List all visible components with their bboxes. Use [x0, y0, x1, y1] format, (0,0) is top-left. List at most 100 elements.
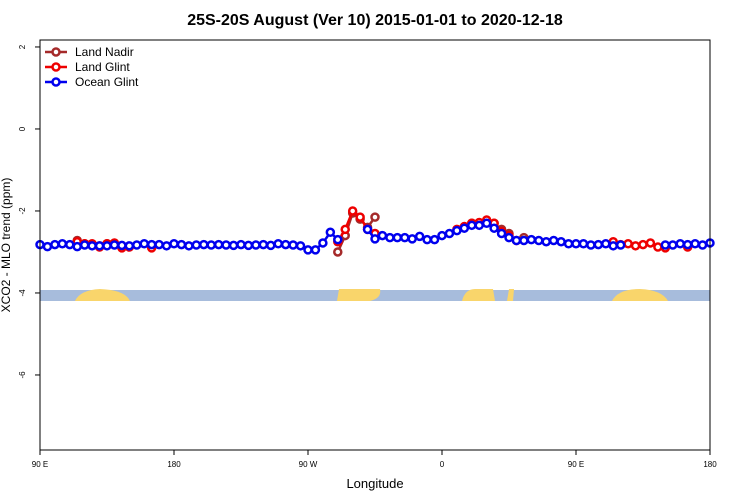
data-point [630, 241, 641, 251]
data-point [288, 240, 298, 250]
data-point [102, 241, 112, 251]
data-point [645, 238, 656, 248]
data-point [176, 239, 187, 250]
data-point [682, 239, 693, 250]
data-point [355, 212, 365, 222]
data-point [452, 225, 462, 236]
y-tick-label: -4 [18, 289, 27, 297]
data-point [504, 232, 514, 243]
x-tick-label: 180 [703, 460, 717, 469]
data-point [50, 239, 60, 250]
data-point [526, 234, 537, 245]
data-point [370, 234, 380, 244]
data-point [243, 240, 254, 251]
legend-marker [51, 47, 61, 57]
legend-label: Ocean Glint [75, 75, 139, 89]
y-axis-label: XCO2 - MLO trend (ppm) [0, 178, 13, 313]
data-point [109, 240, 120, 250]
data-point [347, 206, 358, 216]
data-point [615, 240, 626, 250]
data-point [623, 239, 633, 249]
data-point [303, 245, 313, 255]
x-axis-label: Longitude [346, 476, 403, 491]
data-point [139, 239, 149, 249]
data-point [511, 235, 522, 246]
data-point [124, 241, 135, 251]
data-point [437, 230, 447, 241]
data-point [72, 241, 82, 252]
data-point [325, 227, 336, 238]
y-tick-label: 2 [18, 44, 27, 49]
data-point [213, 239, 224, 250]
y-tick-label: -6 [18, 371, 27, 379]
data-point [385, 232, 395, 243]
y-tick-label: 0 [18, 126, 27, 131]
data-point [586, 240, 596, 250]
data-point [444, 228, 455, 239]
data-point [496, 228, 507, 239]
data-point [146, 239, 157, 250]
data-point [184, 241, 194, 251]
plot-frame [39, 39, 711, 451]
x-tick-label: 90 W [299, 460, 318, 469]
data-point [548, 235, 559, 246]
data-point [474, 220, 484, 231]
data-point [534, 235, 544, 246]
data-point [593, 239, 604, 250]
data-point [370, 212, 380, 222]
data-point [87, 241, 97, 251]
data-point [310, 245, 321, 255]
data-point [362, 224, 373, 235]
data-point [601, 239, 611, 249]
data-point [608, 241, 618, 251]
data-point [169, 239, 179, 249]
data-point [519, 235, 529, 246]
data-point [132, 240, 142, 250]
data-point [42, 241, 53, 252]
data-point [407, 234, 417, 244]
data-point [65, 239, 75, 250]
data-point [154, 239, 164, 250]
data-point [251, 240, 261, 250]
data-point [221, 240, 231, 250]
x-tick-label: 180 [167, 460, 181, 469]
legend-marker [51, 77, 61, 87]
data-point [653, 242, 663, 252]
data-point [660, 240, 671, 250]
data-point [94, 241, 105, 251]
data-point [318, 238, 328, 248]
x-tick-label: 90 E [568, 460, 584, 469]
data-point [273, 239, 283, 249]
data-point [206, 240, 216, 250]
land-ocean-strip [40, 289, 710, 301]
data-point [414, 231, 425, 242]
data-point [578, 239, 589, 249]
data-point [79, 240, 90, 250]
data-point [541, 236, 551, 247]
data-point [429, 234, 440, 245]
data-point [161, 241, 172, 251]
data-point [697, 240, 708, 250]
legend-label: Land Glint [75, 60, 130, 74]
data-point [690, 239, 700, 249]
y-tick-label: -2 [18, 207, 27, 215]
data-point [117, 240, 127, 251]
data-point [571, 239, 581, 249]
x-tick-label: 0 [440, 460, 445, 469]
data-point [638, 239, 648, 250]
data-point [675, 239, 685, 249]
data-point [333, 247, 343, 257]
data-point [377, 230, 388, 241]
data-point [57, 239, 68, 249]
data-point [228, 240, 239, 251]
data-point [422, 234, 432, 245]
data-point [333, 234, 343, 245]
data-point [481, 218, 492, 229]
x-tick-label: 90 E [32, 460, 48, 469]
data-point [459, 223, 470, 233]
data-point [295, 241, 306, 251]
data-point [191, 240, 202, 250]
data-point [563, 239, 574, 249]
data-point [489, 223, 499, 233]
